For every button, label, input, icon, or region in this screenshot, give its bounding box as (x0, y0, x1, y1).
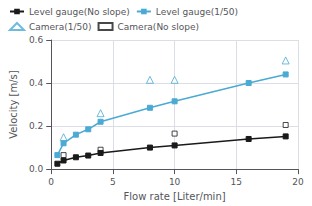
svg-text:0: 0 (48, 177, 54, 187)
svg-text:10: 10 (169, 177, 181, 187)
svg-text:Level gauge(No slope): Level gauge(No slope) (29, 7, 130, 17)
svg-text:5: 5 (110, 177, 116, 187)
svg-text:Flow rate [Liter/min]: Flow rate [Liter/min] (124, 191, 226, 202)
svg-text:15: 15 (231, 177, 242, 187)
svg-text:Level gauge(1/50): Level gauge(1/50) (156, 7, 238, 17)
svg-text:0.0: 0.0 (29, 164, 44, 174)
svg-text:0.4: 0.4 (29, 78, 44, 88)
svg-text:0.2: 0.2 (29, 121, 43, 131)
svg-text:Camera(No slope): Camera(No slope) (118, 22, 199, 32)
svg-text:Velocity [m/s]: Velocity [m/s] (8, 70, 19, 139)
svg-text:Camera(1/50): Camera(1/50) (29, 22, 92, 32)
svg-text:0.6: 0.6 (29, 35, 44, 45)
svg-text:20: 20 (292, 177, 304, 187)
